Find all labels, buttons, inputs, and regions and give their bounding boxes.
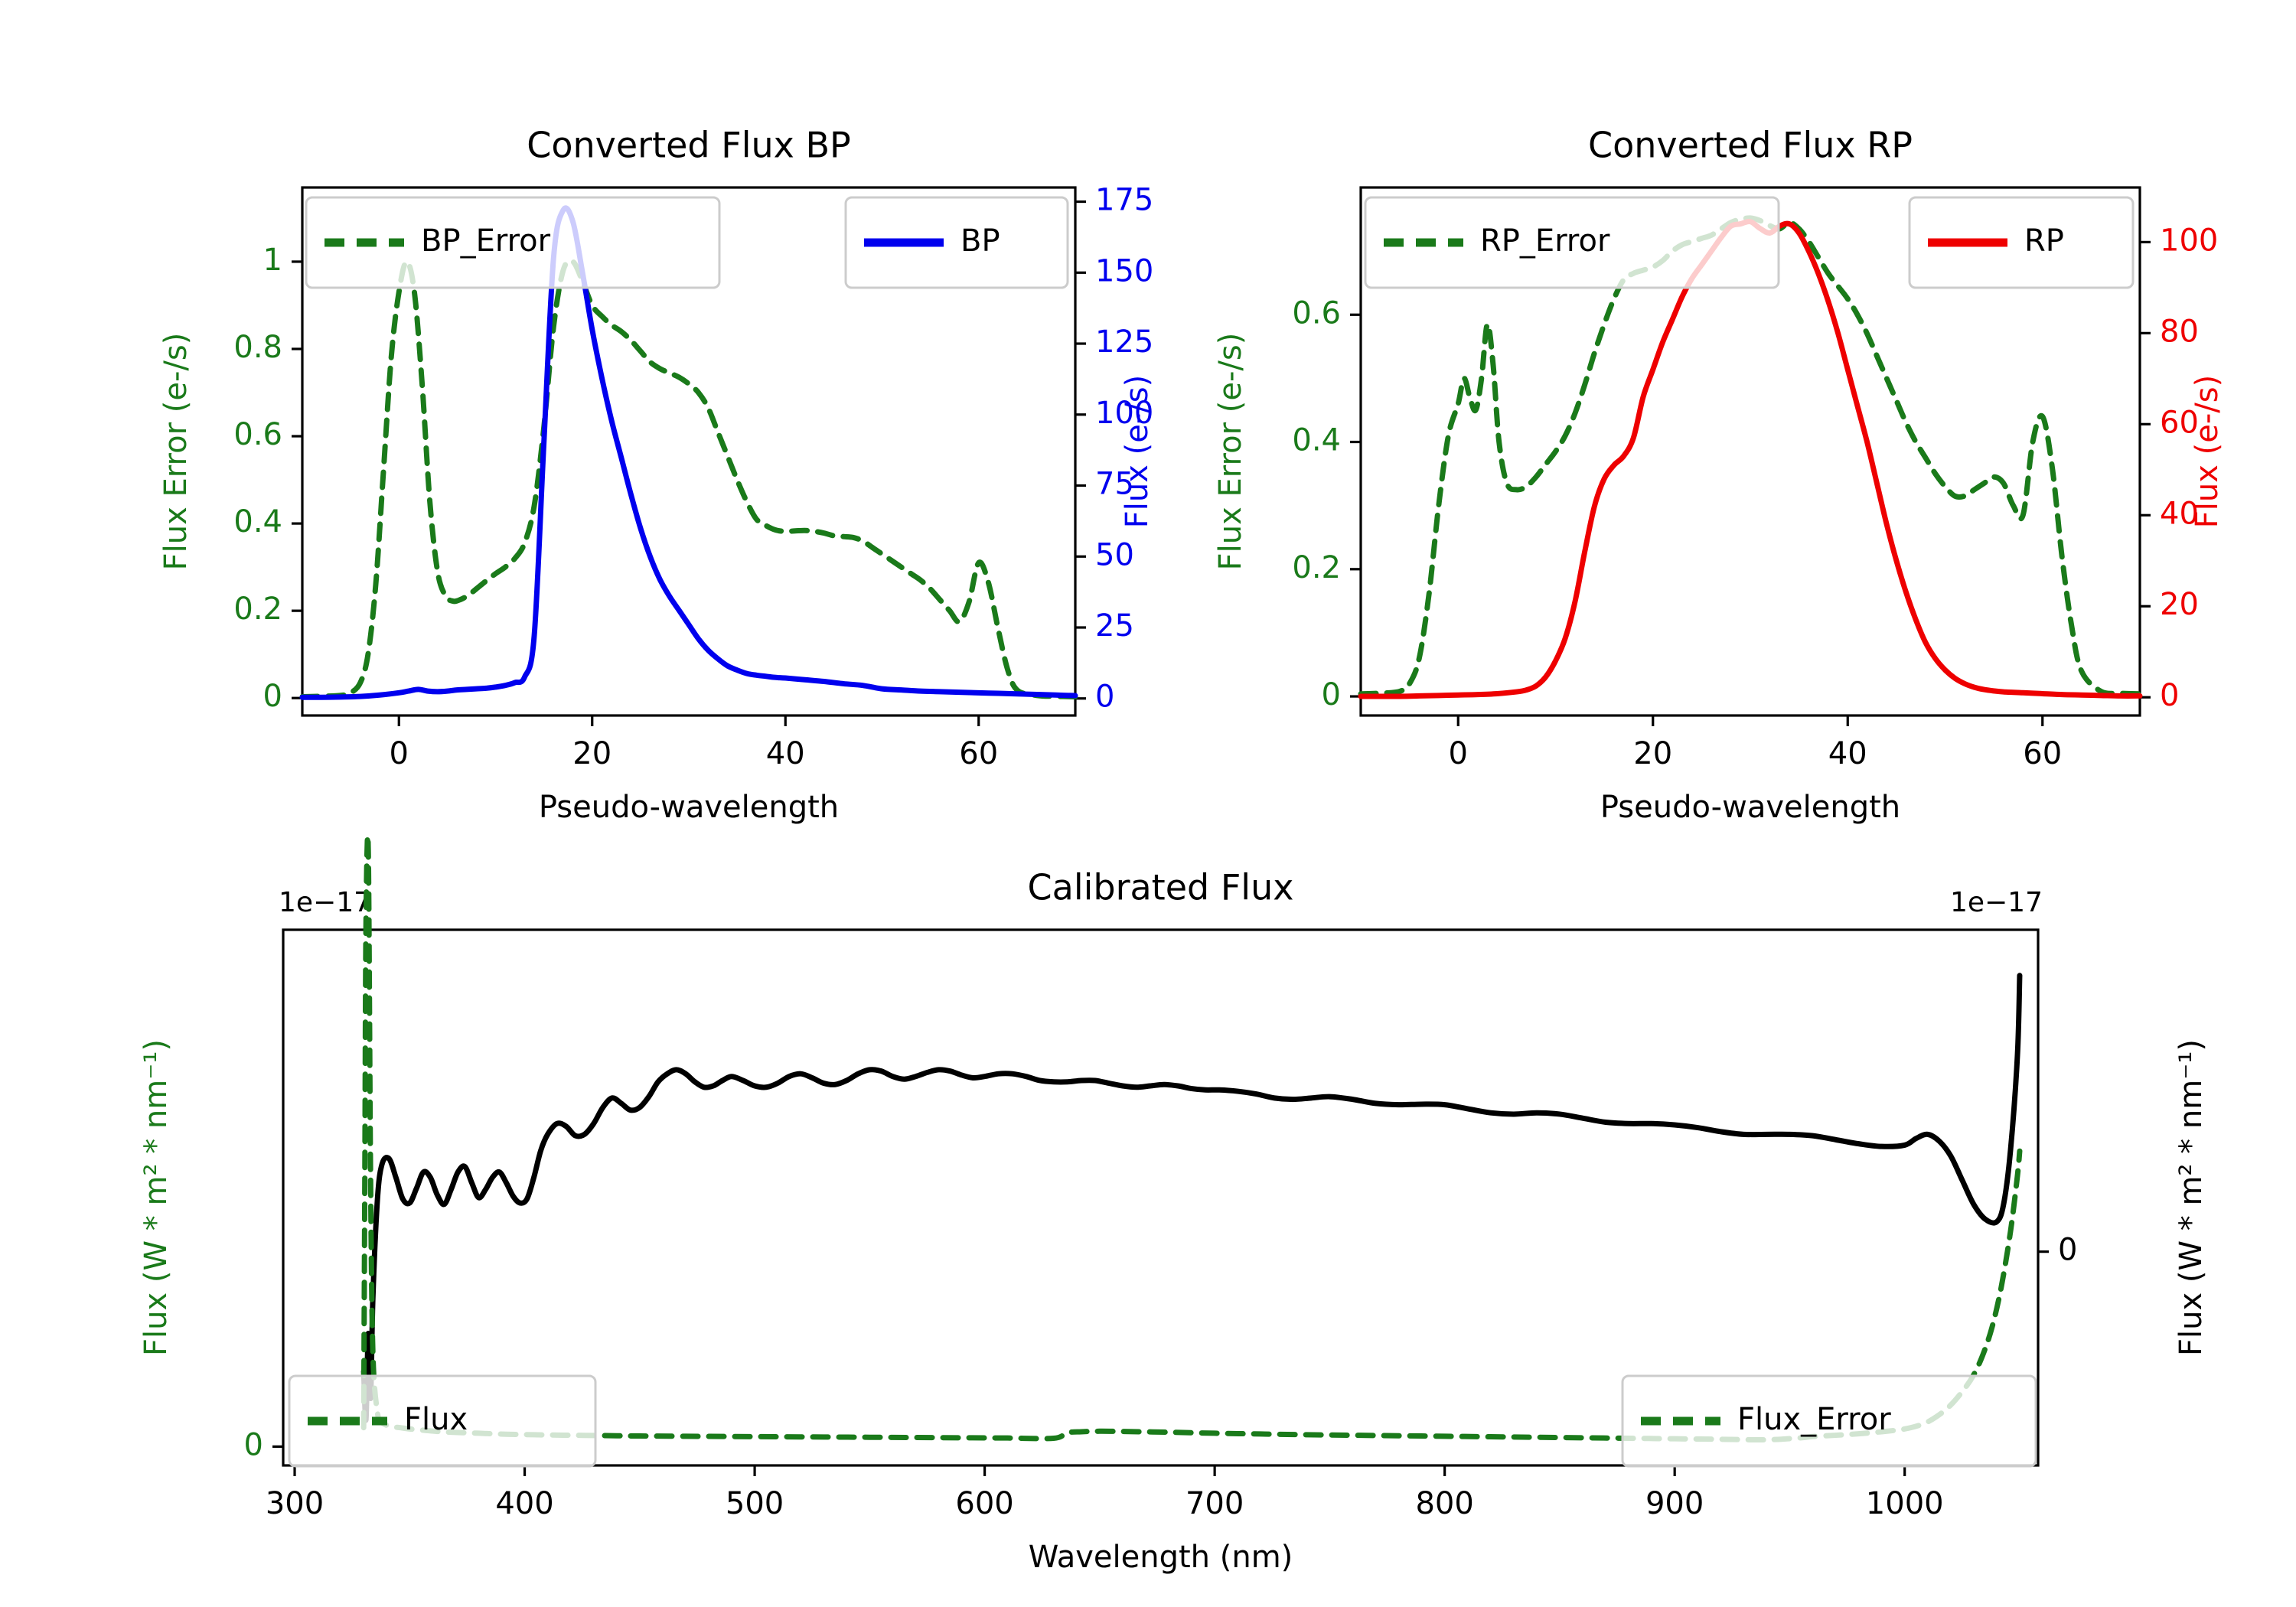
y-tick-label-right: 80	[2160, 314, 2199, 349]
y-tick-label-right: 0	[2160, 678, 2179, 713]
x-axis-label: Pseudo-wavelength	[539, 790, 839, 825]
legend-bp_error: BP_Error	[305, 196, 721, 289]
y-tick-label-right: 20	[2160, 587, 2199, 622]
legend-label: RP_Error	[1480, 223, 1610, 259]
panel-converted-flux-bp: Converted Flux BP 0 20 40 60 Pseudo-wavelengt…	[0, 0, 1155, 826]
x-tick-label: 800	[1415, 1486, 1473, 1521]
plot-frame	[1359, 186, 2141, 717]
y-tick-label-left: 0.2	[1292, 550, 1341, 585]
y-tick-label-right: 40	[2160, 496, 2199, 531]
chart-title-group: Converted Flux BP	[527, 125, 851, 166]
chart-title-group: Calibrated Flux	[1028, 867, 1294, 908]
y-tick-label-right: 0	[2058, 1233, 2077, 1268]
x-tick-label: 40	[766, 736, 805, 771]
y-tick-label-right: 0	[1095, 680, 1114, 715]
y-axis-label-left: Flux (W * m² * nm⁻¹)	[139, 1039, 174, 1356]
x-tick-label: 0	[390, 736, 409, 771]
y-axis-label-left: Flux Error (e-/s)	[1213, 333, 1248, 571]
legend-flux: Flux	[288, 1374, 597, 1468]
y-tick-label-left: 0.8	[233, 330, 282, 365]
y-tick-label-left: 0	[244, 1427, 263, 1462]
panel-calibrated-flux: Calibrated Flux 300 400 500 600 700 800 900 1000…	[0, 819, 2296, 1607]
series-line-bp	[299, 205, 1078, 700]
x-axis-label: Wavelength (nm)	[1029, 1540, 1293, 1575]
plot-frame	[301, 186, 1077, 717]
legend-label: BP_Error	[421, 223, 551, 259]
x-tick-label: 20	[1633, 736, 1672, 771]
series-line-flux_error	[360, 833, 2023, 1443]
x-tick-label: 300	[266, 1486, 324, 1521]
x-tick-label: 700	[1186, 1486, 1244, 1521]
y-axis-offset-left: 1e−17	[279, 887, 371, 918]
y-tick-label-left: 1	[263, 243, 282, 278]
y-axis-label-left: Flux Error (e-/s)	[158, 333, 194, 571]
y-axis-label-right: Flux (W * m² * nm⁻¹)	[2174, 1039, 2209, 1356]
chart-title-group: Converted Flux RP	[1588, 125, 1913, 166]
y-tick-label-right: 60	[2160, 405, 2199, 440]
series-line-bp_error	[299, 258, 1078, 699]
legend-label: RP	[2024, 223, 2064, 259]
x-tick-label: 400	[495, 1486, 553, 1521]
series-line-rp	[1358, 218, 2143, 699]
legend-box	[305, 196, 721, 289]
legend-box	[1908, 196, 2135, 289]
y-tick-label-left: 0.4	[1292, 423, 1341, 458]
x-tick-label: 60	[2023, 736, 2062, 771]
x-tick-label: 600	[955, 1486, 1013, 1521]
legend-flux_error: Flux_Error	[1621, 1374, 2037, 1468]
legend-rp: RP	[1908, 196, 2135, 289]
series-line-flux	[360, 973, 2023, 1423]
y-tick-label-left: 0.6	[1292, 295, 1341, 331]
x-tick-label: 60	[959, 736, 998, 771]
x-tick-label: 500	[726, 1486, 784, 1521]
y-tick-label-right: 150	[1095, 253, 1153, 288]
x-tick-label: 40	[1828, 736, 1867, 771]
x-tick-label: 20	[572, 736, 612, 771]
legend-label: Flux	[404, 1402, 468, 1437]
panel-converted-flux-rp: Converted Flux RP 0 20 40 60 Pseudo-wavelengt…	[1148, 0, 2296, 826]
legend-box	[1621, 1374, 2037, 1468]
y-axis-label-right: Flux (e-/s)	[2190, 375, 2225, 528]
legend-label: BP	[960, 223, 1000, 259]
x-tick-label: 1000	[1866, 1486, 1944, 1521]
y-tick-label-right: 175	[1095, 183, 1153, 218]
y-tick-label-right: 50	[1095, 537, 1134, 572]
legend-box	[1364, 196, 1780, 289]
x-axis-label: Pseudo-wavelength	[1600, 790, 1900, 825]
y-tick-label-left: 0.6	[233, 417, 282, 452]
y-tick-label-left: 0.2	[233, 592, 282, 627]
y-tick-label-left: 0	[263, 679, 282, 714]
x-tick-label: 900	[1645, 1486, 1704, 1521]
legend-box	[844, 196, 1069, 289]
chart-title: Converted Flux BP	[527, 125, 851, 166]
x-tick-label: 0	[1449, 736, 1468, 771]
y-tick-label-right: 125	[1095, 324, 1153, 360]
legend-box	[288, 1374, 597, 1468]
y-tick-label-right: 75	[1095, 467, 1134, 502]
legend-bp: BP	[844, 196, 1069, 289]
series-line-rp_error	[1358, 215, 2143, 697]
y-tick-label-right: 100	[2160, 223, 2218, 258]
y-tick-label-left: 0	[1322, 677, 1341, 712]
y-tick-label-right: 100	[1095, 396, 1153, 431]
chart-title: Calibrated Flux	[1028, 867, 1294, 908]
chart-calibrated-flux: Calibrated Flux 300 400 500 600 700 800 900 1000…	[139, 833, 2209, 1575]
legend-rp_error: RP_Error	[1364, 196, 1780, 289]
y-tick-label-left: 0.4	[233, 504, 282, 539]
chart-converted-flux-rp: Converted Flux RP 0 20 40 60 Pseudo-wavelengt…	[1213, 125, 2225, 826]
y-tick-label-right: 25	[1095, 608, 1134, 644]
y-axis-offset-right: 1e−17	[1950, 887, 2043, 918]
plot-frame	[282, 928, 2040, 1467]
legend-label: Flux_Error	[1737, 1402, 1891, 1437]
y-axis-label-right: Flux (e-/s)	[1120, 375, 1155, 528]
chart-title: Converted Flux RP	[1588, 125, 1913, 166]
chart-converted-flux-bp: Converted Flux BP 0 20 40 60 Pseudo-wavelengt…	[158, 125, 1155, 826]
